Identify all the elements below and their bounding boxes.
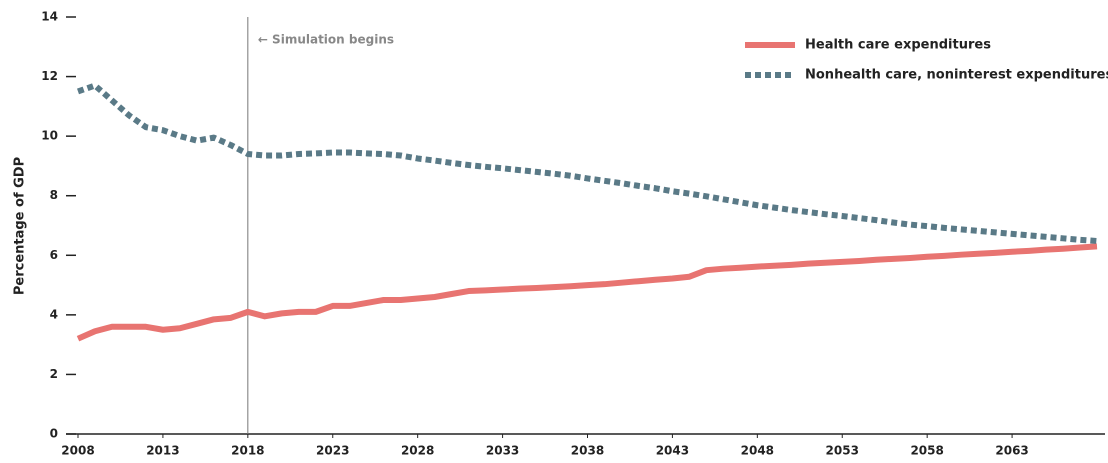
x-tick-label: 2023 xyxy=(316,444,349,458)
annotation: ← Simulation begins xyxy=(258,33,394,47)
y-axis-label: Percentage of GDP xyxy=(13,157,28,295)
x-tick-label: 2018 xyxy=(231,444,264,458)
legend-label: Health care expenditures xyxy=(805,38,991,53)
x-tick-label: 2048 xyxy=(741,444,774,458)
y-tick-label: 10 xyxy=(41,129,58,143)
x-tick-label: 2028 xyxy=(401,444,434,458)
x-tick-label: 2058 xyxy=(910,444,943,458)
x-tick-label: 2033 xyxy=(486,444,519,458)
x-tick-label: 2063 xyxy=(995,444,1028,458)
y-tick-label: 12 xyxy=(41,69,58,83)
series-line xyxy=(77,82,1098,244)
x-tick-label: 2008 xyxy=(61,444,94,458)
x-tick-label: 2013 xyxy=(146,444,179,458)
y-tick-label: 8 xyxy=(50,188,58,202)
y-tick-label: 6 xyxy=(50,248,58,262)
y-tick-label: 2 xyxy=(50,367,58,381)
y-tick-label: 0 xyxy=(50,427,58,441)
x-tick-label: 2043 xyxy=(656,444,689,458)
series-line xyxy=(76,243,1098,342)
y-tick-label: 4 xyxy=(50,307,58,321)
x-tick-label: 2053 xyxy=(826,444,859,458)
legend-label: Nonhealth care, noninterest expenditures xyxy=(805,68,1108,83)
y-tick-label: 14 xyxy=(41,10,58,24)
x-tick-label: 2038 xyxy=(571,444,604,458)
